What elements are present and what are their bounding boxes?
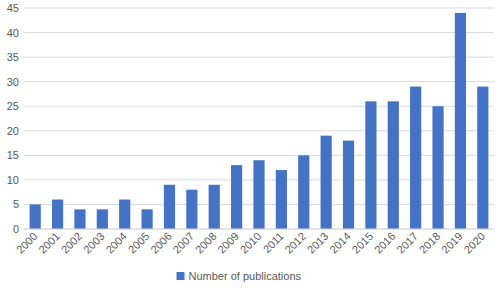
legend-label: Number of publications bbox=[189, 270, 302, 282]
y-tick-label: 10 bbox=[7, 174, 19, 186]
x-axis bbox=[24, 229, 494, 230]
x-tick-label: 2003 bbox=[81, 230, 107, 256]
bar bbox=[388, 101, 399, 229]
bar bbox=[74, 209, 85, 229]
y-tick-label: 30 bbox=[7, 76, 19, 88]
bar bbox=[455, 13, 466, 229]
grid-line bbox=[24, 57, 494, 58]
bar bbox=[186, 190, 197, 229]
grid-line bbox=[24, 8, 494, 9]
bar bbox=[30, 204, 41, 229]
x-tick-label: 2016 bbox=[372, 230, 398, 256]
bar bbox=[231, 165, 242, 229]
x-tick-label: 2012 bbox=[282, 230, 308, 256]
y-tick-label: 15 bbox=[7, 149, 19, 161]
x-tick-label: 2017 bbox=[394, 230, 420, 256]
bar bbox=[142, 209, 153, 229]
bar bbox=[321, 136, 332, 229]
grid-line bbox=[24, 81, 494, 82]
y-tick-label: 45 bbox=[7, 2, 19, 14]
x-tick-label: 2008 bbox=[193, 230, 219, 256]
x-tick-label: 2000 bbox=[14, 230, 40, 256]
bar bbox=[432, 106, 443, 229]
x-tick-label: 2014 bbox=[327, 230, 353, 256]
x-tick-label: 2020 bbox=[461, 230, 487, 256]
legend: Number of publications bbox=[177, 270, 302, 282]
x-tick-label: 2013 bbox=[305, 230, 331, 256]
grid-line bbox=[24, 106, 494, 107]
x-tick-label: 2007 bbox=[170, 230, 196, 256]
bar bbox=[298, 155, 309, 229]
x-tick-label: 2019 bbox=[439, 230, 465, 256]
bar bbox=[276, 170, 287, 229]
bar bbox=[343, 141, 354, 229]
y-tick-label: 20 bbox=[7, 125, 19, 137]
grid bbox=[24, 8, 494, 229]
y-tick-label: 5 bbox=[13, 198, 19, 210]
grid-line bbox=[24, 32, 494, 33]
x-tick-label: 2002 bbox=[59, 230, 85, 256]
grid-line bbox=[24, 229, 494, 230]
bar bbox=[52, 200, 63, 229]
bar bbox=[209, 185, 220, 229]
chart: 0510152025303540452000200120022003200420… bbox=[0, 0, 500, 292]
x-tick-label: 2006 bbox=[148, 230, 174, 256]
bar bbox=[365, 101, 376, 229]
x-tick-label: 2015 bbox=[350, 230, 376, 256]
x-tick-label: 2001 bbox=[36, 230, 62, 256]
grid-line bbox=[24, 155, 494, 156]
y-tick-label: 25 bbox=[7, 100, 19, 112]
bar bbox=[253, 160, 264, 229]
chart-container: 0510152025303540452000200120022003200420… bbox=[0, 0, 500, 292]
x-tick-label: 2004 bbox=[103, 230, 129, 256]
bar bbox=[119, 200, 130, 229]
x-tick-label: 2011 bbox=[261, 230, 286, 255]
bars bbox=[30, 13, 489, 229]
x-tick-label: 2005 bbox=[126, 230, 152, 256]
y-tick-label: 0 bbox=[13, 223, 19, 235]
y-tick-label: 40 bbox=[7, 27, 19, 39]
legend-swatch bbox=[177, 272, 185, 280]
x-tick-label: 2009 bbox=[215, 230, 241, 256]
x-tick-label: 2010 bbox=[238, 230, 264, 256]
bar bbox=[410, 87, 421, 229]
grid-line bbox=[24, 130, 494, 131]
x-tick-label: 2018 bbox=[417, 230, 443, 256]
bar bbox=[164, 185, 175, 229]
y-tick-label: 35 bbox=[7, 51, 19, 63]
bar bbox=[477, 87, 488, 229]
bar bbox=[97, 209, 108, 229]
